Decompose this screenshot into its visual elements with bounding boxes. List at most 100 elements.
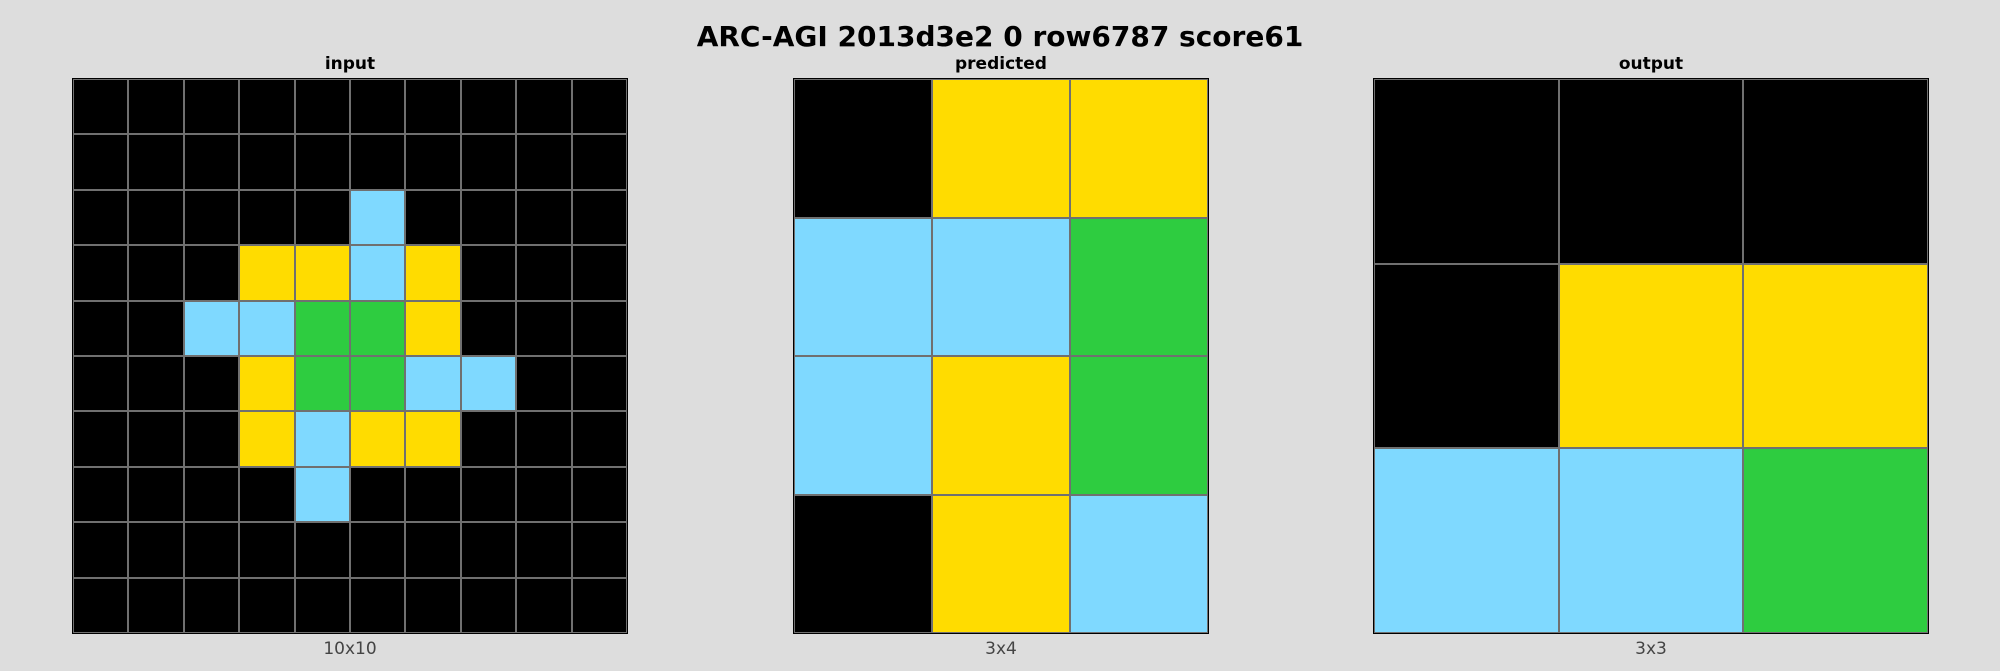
grid-cell bbox=[571, 466, 627, 523]
grid-cell bbox=[1374, 79, 1559, 264]
predicted-dims-label: 3x4 bbox=[985, 639, 1017, 659]
grid-cell bbox=[516, 189, 572, 246]
grid-cell bbox=[1558, 263, 1744, 449]
grid-cell bbox=[350, 356, 406, 412]
grid-cell bbox=[460, 189, 517, 246]
grid-cell bbox=[460, 134, 517, 190]
grid-cell bbox=[1558, 79, 1744, 264]
grid-cell bbox=[239, 134, 295, 190]
grid-cell bbox=[73, 356, 129, 412]
grid-cell bbox=[794, 79, 932, 218]
grid-cell bbox=[405, 411, 461, 467]
grid-cell bbox=[239, 577, 295, 633]
grid-cell bbox=[571, 189, 627, 246]
grid-cell bbox=[128, 577, 184, 633]
grid-cell bbox=[183, 189, 240, 246]
grid-cell bbox=[1070, 217, 1208, 356]
grid-cell bbox=[460, 300, 517, 356]
grid-cell bbox=[183, 134, 240, 190]
grid-cell bbox=[516, 245, 572, 301]
grid-cell bbox=[294, 356, 350, 412]
input-grid bbox=[72, 78, 628, 634]
grid-cell bbox=[405, 522, 461, 578]
grid-cell bbox=[794, 217, 932, 356]
grid-cell bbox=[239, 466, 295, 523]
grid-cell bbox=[239, 189, 295, 246]
grid-cell bbox=[571, 300, 627, 356]
grid-cell bbox=[73, 466, 129, 523]
grid-cell bbox=[239, 300, 295, 356]
grid-cell bbox=[294, 79, 350, 135]
grid-cell bbox=[516, 466, 572, 523]
grid-cell bbox=[294, 577, 350, 633]
grid-cell bbox=[1743, 263, 1928, 449]
grid-cell bbox=[516, 300, 572, 356]
grid-cell bbox=[294, 522, 350, 578]
grid-cell bbox=[460, 245, 517, 301]
grid-cell bbox=[350, 300, 406, 356]
grid-cell bbox=[183, 466, 240, 523]
grid-cell bbox=[571, 522, 627, 578]
grid-cell bbox=[73, 300, 129, 356]
grid-cell bbox=[294, 466, 350, 523]
grid-cell bbox=[571, 79, 627, 135]
grid-cell bbox=[794, 356, 932, 495]
input-dims-label: 10x10 bbox=[323, 639, 377, 659]
grid-cell bbox=[294, 245, 350, 301]
grid-cell bbox=[405, 466, 461, 523]
grid-cell bbox=[128, 522, 184, 578]
grid-cell bbox=[183, 577, 240, 633]
output-grid bbox=[1373, 78, 1929, 634]
grid-cell bbox=[350, 577, 406, 633]
grid-cell bbox=[350, 522, 406, 578]
grid-cell bbox=[1558, 448, 1744, 633]
grid-cell bbox=[932, 217, 1070, 356]
grid-cell bbox=[239, 79, 295, 135]
grid-cell bbox=[183, 411, 240, 467]
grid-cell bbox=[516, 577, 572, 633]
grid-cell bbox=[73, 577, 129, 633]
grid-cell bbox=[405, 134, 461, 190]
grid-cell bbox=[128, 356, 184, 412]
grid-cell bbox=[183, 522, 240, 578]
grid-cell bbox=[932, 356, 1070, 495]
grid-cell bbox=[73, 189, 129, 246]
grid-cell bbox=[460, 411, 517, 467]
grid-cell bbox=[73, 522, 129, 578]
grid-cell bbox=[350, 134, 406, 190]
output-dims-label: 3x3 bbox=[1635, 639, 1667, 659]
grid-cell bbox=[405, 189, 461, 246]
grid-cell bbox=[350, 466, 406, 523]
grid-cell bbox=[460, 466, 517, 523]
grid-cell bbox=[239, 411, 295, 467]
grid-cell bbox=[571, 134, 627, 190]
grid-cell bbox=[294, 411, 350, 467]
grid-cell bbox=[183, 356, 240, 412]
grid-cell bbox=[73, 79, 129, 135]
grid-cell bbox=[73, 245, 129, 301]
grid-cell bbox=[1070, 494, 1208, 633]
grid-cell bbox=[128, 245, 184, 301]
grid-cell bbox=[1374, 263, 1559, 449]
grid-cell bbox=[294, 300, 350, 356]
grid-cell bbox=[460, 577, 517, 633]
grid-cell bbox=[239, 522, 295, 578]
grid-cell bbox=[1743, 448, 1928, 633]
grid-cell bbox=[1070, 79, 1208, 218]
grid-cell bbox=[128, 134, 184, 190]
grid-cell bbox=[73, 134, 129, 190]
grid-cell bbox=[350, 245, 406, 301]
input-panel-label: input bbox=[324, 54, 376, 74]
grid-cell bbox=[405, 79, 461, 135]
grid-cell bbox=[1070, 356, 1208, 495]
grid-cell bbox=[1374, 448, 1559, 633]
grid-cell bbox=[516, 411, 572, 467]
grid-cell bbox=[183, 245, 240, 301]
grid-cell bbox=[128, 79, 184, 135]
grid-cell bbox=[350, 411, 406, 467]
grid-cell bbox=[128, 300, 184, 356]
predicted-panel-label: predicted bbox=[955, 54, 1047, 74]
grid-cell bbox=[350, 189, 406, 246]
figure-title: ARC-AGI 2013d3e2 0 row6787 score61 bbox=[696, 20, 1304, 53]
grid-cell bbox=[571, 411, 627, 467]
